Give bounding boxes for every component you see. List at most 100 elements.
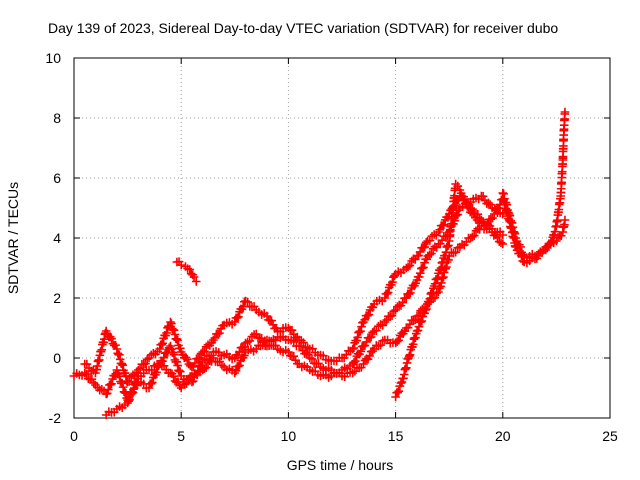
data-marker — [356, 347, 366, 356]
data-marker — [349, 343, 358, 353]
data-marker — [195, 353, 204, 363]
data-marker — [170, 330, 180, 339]
data-marker — [299, 338, 308, 347]
data-marker — [387, 311, 397, 320]
data-marker — [215, 328, 224, 338]
data-marker — [451, 247, 460, 257]
data-marker — [364, 310, 374, 319]
data-marker — [414, 322, 424, 331]
data-marker — [414, 272, 424, 282]
data-point — [498, 188, 508, 198]
y-tick-label: 0 — [53, 350, 61, 366]
data-marker — [141, 359, 150, 369]
data-marker — [469, 209, 478, 218]
data-marker — [117, 379, 127, 388]
data-marker — [478, 191, 488, 201]
data-marker — [107, 379, 116, 389]
data-marker — [176, 343, 185, 353]
data-marker — [383, 288, 393, 297]
data-marker — [201, 363, 211, 372]
data-marker — [172, 357, 182, 367]
data-point — [421, 305, 430, 315]
data-marker — [121, 371, 131, 381]
data-marker — [264, 336, 274, 346]
data-point — [144, 383, 154, 393]
data-marker — [363, 354, 373, 364]
data-marker — [420, 242, 429, 252]
data-point — [191, 277, 201, 286]
y-tick-label: 4 — [53, 230, 61, 246]
data-marker — [382, 289, 392, 299]
data-marker — [102, 389, 112, 398]
data-marker — [365, 351, 374, 361]
data-marker — [504, 208, 513, 217]
data-marker — [502, 200, 512, 209]
x-tick-label: 25 — [602, 428, 618, 444]
data-marker — [190, 358, 200, 368]
data-marker — [183, 354, 192, 364]
data-marker — [267, 316, 276, 325]
data-marker — [182, 379, 191, 388]
data-marker — [159, 353, 169, 363]
data-marker — [394, 386, 404, 396]
data-marker — [235, 361, 244, 370]
axis-ticks: 0 5 10 15 20 25 -2 0 2 4 6 8 10 — [45, 50, 618, 444]
data-point — [359, 359, 368, 369]
data-marker — [232, 313, 242, 323]
data-marker — [158, 338, 167, 348]
data-marker — [82, 369, 91, 379]
data-marker — [438, 221, 447, 230]
data-point — [262, 311, 272, 321]
data-marker — [411, 278, 420, 288]
data-marker — [427, 249, 436, 258]
y-tick-label: 2 — [53, 290, 61, 306]
data-marker — [394, 335, 403, 345]
data-marker — [352, 336, 361, 346]
data-marker — [118, 360, 127, 370]
data-point — [112, 344, 122, 354]
data-point — [189, 272, 199, 282]
data-marker — [167, 319, 176, 328]
data-marker — [494, 203, 503, 213]
data-marker — [460, 194, 470, 204]
data-marker — [422, 255, 431, 264]
chart-title: Day 139 of 2023, Sidereal Day-to-day VTE… — [48, 20, 558, 36]
data-marker — [129, 384, 138, 394]
data-marker — [173, 377, 183, 387]
data-marker — [437, 258, 447, 268]
x-tick-label: 20 — [495, 428, 511, 444]
data-point — [438, 257, 448, 267]
data-marker — [430, 293, 440, 302]
data-marker — [414, 311, 424, 320]
data-marker — [162, 328, 171, 338]
data-marker — [393, 388, 403, 397]
data-point — [348, 344, 358, 354]
data-marker — [388, 277, 397, 287]
data-marker — [125, 395, 134, 404]
data-marker — [439, 220, 449, 229]
y-tick-label: 8 — [53, 110, 61, 126]
data-marker — [417, 316, 427, 326]
data-marker — [152, 367, 161, 377]
data-marker — [353, 333, 362, 342]
data-marker — [415, 268, 425, 278]
data-marker — [146, 379, 156, 388]
data-point — [560, 215, 570, 225]
y-tick-label: 6 — [53, 170, 61, 186]
data-marker — [231, 366, 241, 376]
data-marker — [453, 210, 463, 219]
data-marker — [436, 263, 446, 273]
y-tick-label: 10 — [45, 50, 61, 66]
data-marker — [200, 347, 209, 356]
data-marker — [368, 303, 378, 312]
data-marker — [469, 231, 479, 240]
x-tick-label: 5 — [177, 428, 185, 444]
data-point — [489, 209, 499, 219]
data-marker — [104, 385, 113, 394]
data-marker — [243, 297, 252, 307]
data-point — [155, 344, 165, 354]
data-marker — [147, 378, 157, 387]
data-point — [166, 341, 175, 351]
x-tick-label: 15 — [388, 428, 404, 444]
data-points — [69, 107, 570, 420]
